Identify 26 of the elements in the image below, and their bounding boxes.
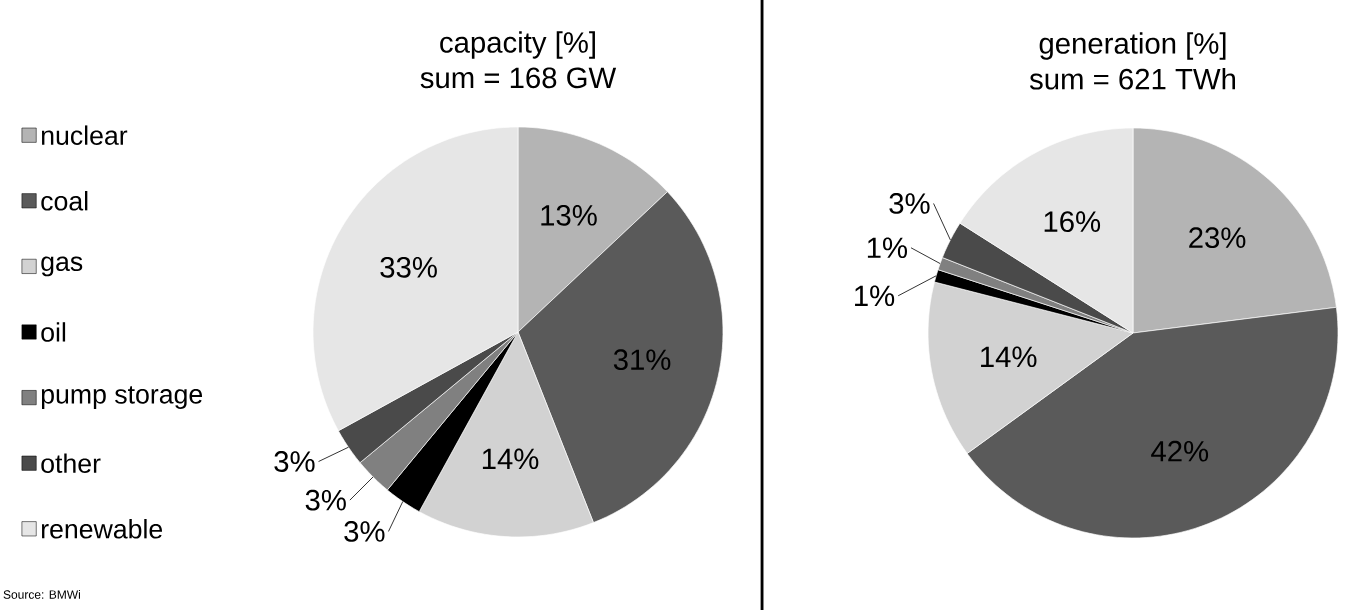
data-label: 3% xyxy=(305,489,346,511)
data-label: 1% xyxy=(867,237,908,259)
data-label: 14% xyxy=(482,448,539,470)
data-label: 14% xyxy=(981,346,1037,368)
data-label: 16% xyxy=(1044,211,1101,233)
data-label: 13% xyxy=(541,204,597,226)
data-label: 23% xyxy=(1189,227,1246,249)
chart-subtitle: sum = 621 TWh xyxy=(1029,68,1236,90)
source-note: Source: BMWi xyxy=(3,589,80,599)
data-label: 31% xyxy=(613,349,671,371)
legend-label: other xyxy=(41,453,101,473)
legend-label: pump storage xyxy=(41,386,203,409)
chart-subtitle: sum = 168 GW xyxy=(420,67,617,89)
data-label: 3% xyxy=(889,193,930,214)
data-label: 42% xyxy=(1151,440,1209,462)
legend-label: nuclear xyxy=(41,125,128,145)
legend-label: oil xyxy=(41,322,66,342)
chart-title: generation [%] xyxy=(1039,32,1226,60)
chart-title: capacity [%] xyxy=(440,31,595,59)
data-label: 1% xyxy=(855,285,895,307)
data-label: 33% xyxy=(380,256,437,278)
data-label: 3% xyxy=(274,451,315,472)
legend-label: renewable xyxy=(41,519,163,539)
data-label: 3% xyxy=(344,521,385,542)
legend-label: gas xyxy=(41,256,83,277)
legend-label: coal xyxy=(41,191,88,211)
